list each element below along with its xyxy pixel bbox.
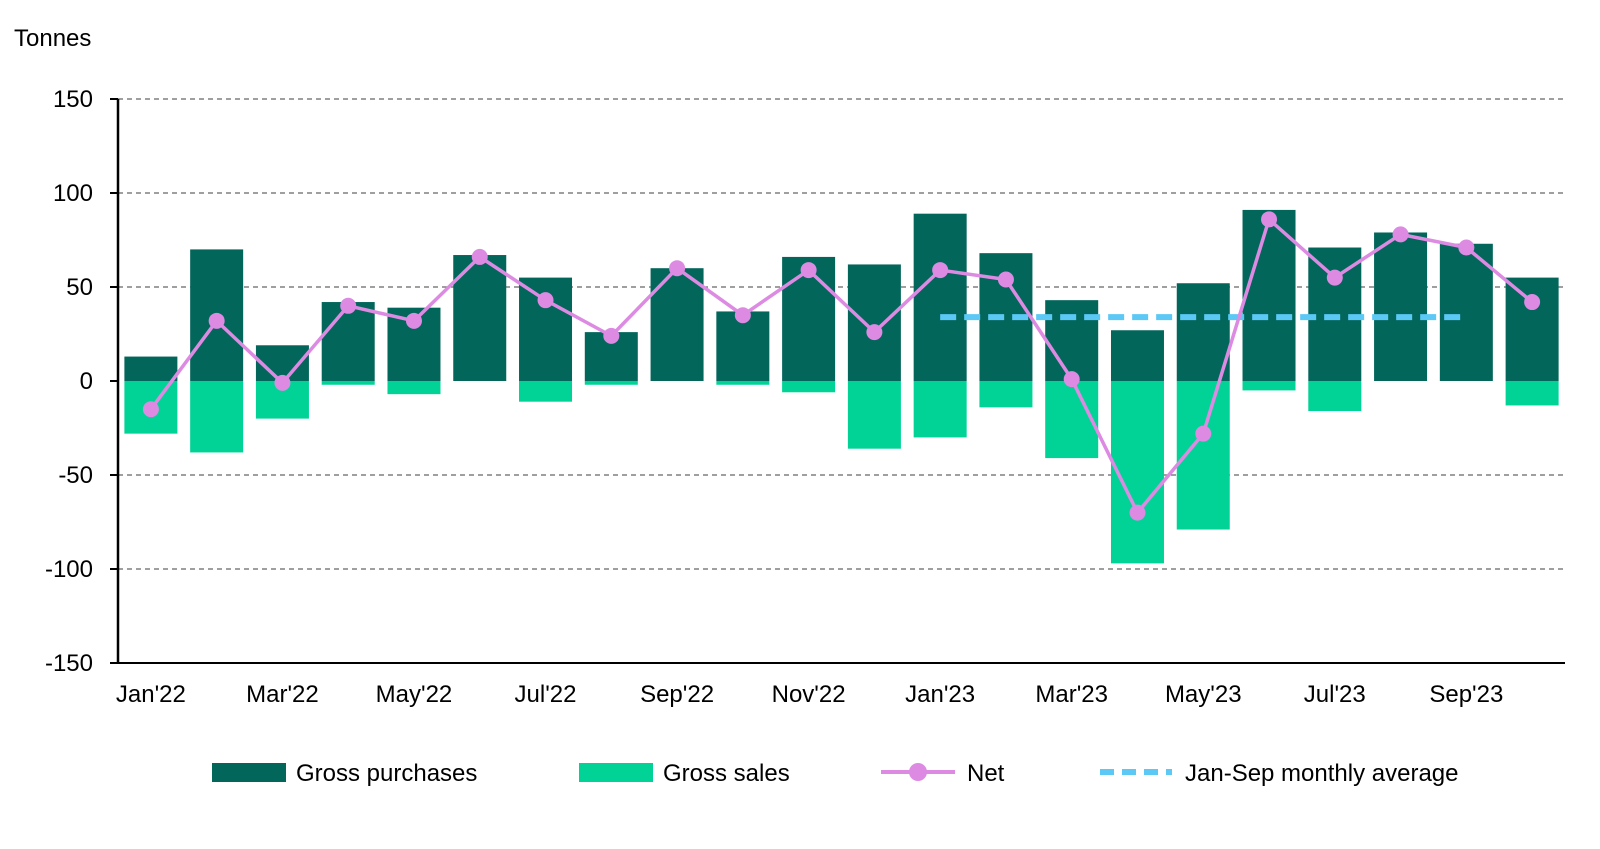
x-tick-label: Jul'22 — [515, 681, 577, 708]
net-point — [340, 297, 357, 314]
bar-gross-sales — [519, 381, 573, 402]
bar-gross-sales — [190, 381, 244, 453]
net-point — [471, 248, 488, 265]
net-point — [1129, 504, 1146, 521]
y-tick-label: 150 — [53, 86, 93, 113]
x-tick-label: Jan'22 — [116, 681, 186, 708]
net-point — [208, 312, 225, 329]
bar-gross-purchases — [1439, 243, 1493, 381]
net-point — [734, 307, 751, 324]
net-line-layer — [142, 211, 1541, 521]
bar-gross-sales — [387, 381, 441, 395]
legend-label-average: Jan-Sep monthly average — [1185, 760, 1459, 787]
bar-gross-purchases — [1045, 300, 1099, 381]
net-point — [1392, 226, 1409, 243]
net-line — [149, 216, 1534, 516]
bar-gross-sales — [321, 381, 375, 385]
y-tick-label: 0 — [80, 368, 93, 395]
x-tick-label: May'23 — [1165, 681, 1242, 708]
legend-item-net: Net — [881, 760, 1005, 787]
bar-gross-purchases — [1374, 232, 1428, 381]
legend-label-gross-sales: Gross sales — [663, 760, 790, 787]
net-point — [1524, 294, 1541, 311]
y-tick-label: 50 — [66, 274, 93, 301]
bar-gross-sales — [716, 381, 770, 385]
x-tick-label: Sep'22 — [640, 681, 714, 708]
bar-gross-purchases — [1505, 277, 1559, 381]
net-point — [603, 327, 620, 344]
net-point — [1063, 371, 1080, 388]
bar-gross-sales — [584, 381, 638, 385]
x-tick-label: Jan'23 — [905, 681, 975, 708]
bar-gross-sales — [913, 381, 967, 438]
net-point — [537, 292, 554, 309]
x-tick-label: Nov'22 — [772, 681, 846, 708]
y-tick-label: -150 — [45, 650, 93, 677]
y-tick-label: 100 — [53, 180, 93, 207]
net-point — [932, 262, 949, 279]
bar-gross-purchases — [1242, 209, 1296, 381]
bar-gross-sales — [1505, 381, 1559, 406]
net-point — [800, 262, 817, 279]
axes: 150 100 50 0 -50 -100 -150 Jan'22 Mar'22 May'22 Ju… — [45, 86, 1565, 708]
y-tick-label: -100 — [45, 556, 93, 583]
x-tick-label: May'22 — [376, 681, 453, 708]
bar-gross-purchases — [847, 264, 901, 381]
net-point — [1195, 425, 1212, 442]
bar-gross-sales — [1110, 381, 1164, 564]
bar-gross-purchases — [1176, 283, 1230, 381]
bar-gross-sales — [1308, 381, 1362, 412]
x-tick-label: Sep'23 — [1429, 681, 1503, 708]
net-point — [1261, 211, 1278, 228]
legend-swatch-net-marker — [909, 763, 927, 781]
bars — [124, 209, 1559, 564]
legend-item-gross-sales: Gross sales — [579, 760, 790, 787]
legend-item-gross-purchases: Gross purchases — [212, 760, 477, 787]
y-tick-label: -50 — [58, 462, 93, 489]
net-point — [274, 374, 291, 391]
net-point — [866, 324, 883, 341]
net-point — [142, 401, 159, 418]
bar-gross-purchases — [913, 213, 967, 381]
net-point — [1326, 269, 1343, 286]
bar-gross-sales — [1242, 381, 1296, 391]
legend-swatch-gross-purchases — [212, 763, 286, 782]
x-tick-label: Jul'23 — [1304, 681, 1366, 708]
bar-gross-sales — [782, 381, 836, 393]
bar-gross-purchases — [124, 356, 178, 381]
net-point — [1458, 239, 1475, 256]
net-point — [669, 260, 686, 277]
legend-swatch-gross-sales — [579, 763, 653, 782]
net-point — [997, 271, 1014, 288]
x-tick-label: Mar'22 — [246, 681, 319, 708]
x-tick-label: Mar'23 — [1035, 681, 1108, 708]
bar-gross-purchases — [321, 302, 375, 381]
legend: Gross purchases Gross sales Net Jan-Sep … — [212, 760, 1459, 787]
legend-label-net: Net — [967, 760, 1005, 787]
bar-gross-sales — [979, 381, 1033, 408]
y-axis-unit-label: Tonnes — [14, 25, 91, 52]
legend-item-average: Jan-Sep monthly average — [1100, 760, 1459, 787]
legend-label-gross-purchases: Gross purchases — [296, 760, 477, 787]
bar-gross-sales — [847, 381, 901, 449]
bar-gross-sales — [1045, 381, 1099, 459]
net-point — [405, 312, 422, 329]
bar-gross-purchases — [1110, 330, 1164, 381]
